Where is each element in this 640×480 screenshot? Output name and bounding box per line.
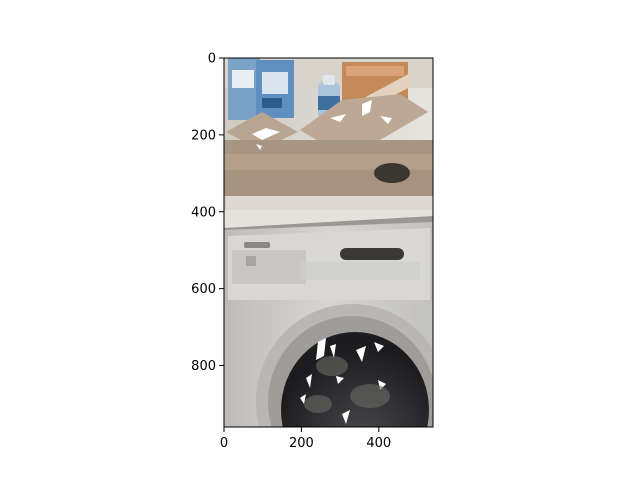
y-tick-label: 400 <box>191 205 216 220</box>
y-tick-label: 200 <box>191 128 216 143</box>
y-tick-label: 0 <box>208 52 216 67</box>
x-axis: 0 200 400 <box>220 427 391 451</box>
drum-shading <box>304 356 390 413</box>
detergent-boxes <box>228 58 294 120</box>
shelf-gaps <box>252 100 392 150</box>
drum-highlights <box>300 338 386 424</box>
y-tick-label: 800 <box>191 359 216 374</box>
y-axis: 0 200 400 600 800 <box>191 52 224 374</box>
axes-frame <box>223 57 434 428</box>
shelf <box>224 94 433 216</box>
washing-machine <box>224 222 433 427</box>
washer-display-window <box>340 248 404 260</box>
y-tick-label: 600 <box>191 282 216 297</box>
photo <box>224 58 433 427</box>
x-tick-label: 200 <box>289 436 314 451</box>
x-tick-label: 400 <box>366 436 391 451</box>
x-tick-label: 0 <box>220 436 228 451</box>
